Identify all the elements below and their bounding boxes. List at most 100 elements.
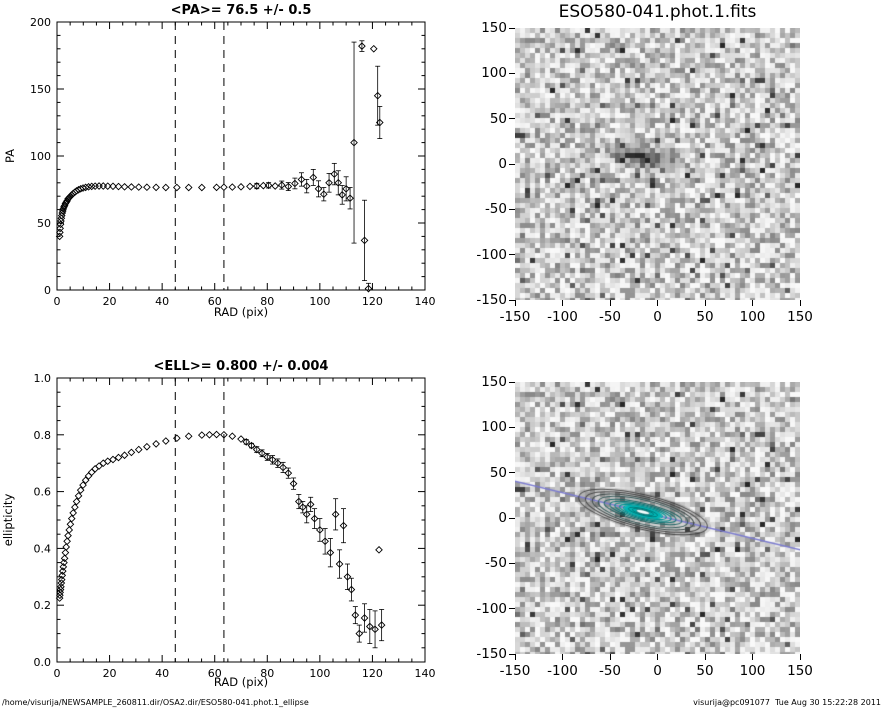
data-point-diamond xyxy=(152,440,160,448)
data-point-diamond xyxy=(264,181,273,190)
data-point-diamond xyxy=(228,432,237,441)
fits-image-title: ESO580-041.phot.1.fits xyxy=(558,2,757,22)
data-point-diamond xyxy=(271,182,280,190)
data-point-diamond xyxy=(302,510,311,519)
axis-tick xyxy=(514,654,516,660)
fits-image-x-tick-label: 100 xyxy=(739,309,766,325)
model-image-x-tick-label: 0 xyxy=(653,663,662,679)
fits-image-x-tick-label: -50 xyxy=(598,309,622,325)
svg-text:0.4: 0.4 xyxy=(34,542,52,555)
fit-range-markers xyxy=(174,378,225,662)
model-image-x-tick-label: -150 xyxy=(499,663,531,679)
svg-text:150: 150 xyxy=(30,83,51,96)
data-point-diamond xyxy=(377,621,386,629)
data-point-diamond xyxy=(60,558,68,567)
axes-frame xyxy=(56,21,426,291)
model-image-x-tick-label: 100 xyxy=(739,663,766,679)
data-series xyxy=(55,40,384,293)
fits-image-x-tick-label: 50 xyxy=(696,309,714,325)
data-point-diamond xyxy=(74,492,83,500)
model-image-y-tick-label: 100 xyxy=(481,419,507,436)
svg-text:0: 0 xyxy=(54,295,61,308)
data-point-diamond xyxy=(314,184,323,193)
data-point-diamond xyxy=(59,563,68,571)
data-point-diamond xyxy=(263,453,272,461)
data-point-diamond xyxy=(81,476,90,485)
data-point-diamond xyxy=(152,183,160,192)
plot-text: <PA>= 76.5 +/- 0.5 RAD (pix) PA xyxy=(3,3,311,319)
fits-image-y-tick-label: 150 xyxy=(481,20,507,36)
data-point-diamond xyxy=(109,455,117,464)
data-point-diamond xyxy=(55,232,64,241)
data-point-diamond xyxy=(197,183,206,192)
axis-tick xyxy=(509,608,515,610)
data-point-diamond xyxy=(294,497,303,506)
data-point-diamond xyxy=(58,567,67,575)
model-image-x-tick-label: 50 xyxy=(696,663,714,679)
axis-tick xyxy=(752,300,753,306)
fit-range-markers xyxy=(174,22,225,290)
plot-title: <ELL>= 0.800 +/- 0.004 xyxy=(154,359,329,374)
axis-tick xyxy=(509,163,515,165)
data-point-diamond xyxy=(358,42,366,50)
axis-ticks xyxy=(56,377,426,663)
data-point-diamond xyxy=(347,585,356,594)
svg-text:80: 80 xyxy=(260,667,274,680)
data-point-diamond xyxy=(56,220,65,229)
svg-text:140: 140 xyxy=(415,667,436,680)
svg-text:20: 20 xyxy=(103,295,117,308)
data-point-diamond xyxy=(173,183,181,192)
data-point-diamond xyxy=(64,531,72,540)
ellipticity-vs-radius-plot: 0 20 40 60 80 100 120 1400.00.20.40.60.81.0<ELL… xyxy=(1,359,436,689)
data-point-diamond xyxy=(127,448,136,457)
fits-image-x-tick-label: -150 xyxy=(499,309,531,325)
data-point-diamond xyxy=(76,486,85,495)
data-point-diamond xyxy=(228,183,237,191)
data-point-diamond xyxy=(325,178,333,187)
data-point-diamond xyxy=(212,183,221,192)
x-axis-label: RAD (pix) xyxy=(214,305,268,319)
data-point-diamond xyxy=(252,445,261,454)
axis-tick xyxy=(704,300,706,306)
data-point-diamond xyxy=(284,182,293,191)
data-point-diamond xyxy=(84,182,93,191)
data-point-diamond xyxy=(114,453,123,462)
axis-tick xyxy=(799,654,801,660)
data-point-diamond xyxy=(364,284,373,293)
axis-tick xyxy=(799,300,801,306)
svg-text:0.8: 0.8 xyxy=(34,429,52,442)
axis-tick xyxy=(509,562,515,564)
data-point-diamond xyxy=(65,526,74,534)
data-point-diamond xyxy=(375,545,383,554)
axis-tick xyxy=(509,472,515,474)
svg-text:100: 100 xyxy=(30,150,51,163)
data-point-diamond xyxy=(212,430,221,439)
model-image-y-tick-label: -100 xyxy=(476,600,507,617)
data-point-diamond xyxy=(205,430,214,439)
axis-ticks xyxy=(56,21,426,291)
data-point-diamond xyxy=(316,526,324,534)
axis-tick xyxy=(657,654,658,660)
model-image-x-tick-label: -50 xyxy=(598,663,622,679)
data-point-diamond xyxy=(331,510,340,519)
data-point-diamond xyxy=(242,438,251,446)
axis-tick xyxy=(562,654,563,660)
axis-tick xyxy=(509,517,515,519)
svg-text:0.0: 0.0 xyxy=(34,656,52,669)
axis-tick xyxy=(752,654,753,660)
data-point-diamond xyxy=(369,44,378,53)
model-image-y-tick-label: -50 xyxy=(484,555,507,572)
data-point-diamond xyxy=(302,182,311,190)
axis-tick xyxy=(509,299,515,301)
data-point-diamond xyxy=(120,451,129,460)
data-point-diamond xyxy=(350,138,358,147)
svg-text:100: 100 xyxy=(309,295,330,308)
data-point-diamond xyxy=(58,571,67,580)
data-point-diamond xyxy=(61,548,70,557)
fits-image-y-tick-label: -100 xyxy=(476,246,507,263)
data-point-diamond xyxy=(306,500,315,509)
data-point-diamond xyxy=(335,560,344,568)
model-image-y-tick-label: -150 xyxy=(476,646,507,662)
model-image-y-tick-label: 0 xyxy=(498,510,507,526)
user-host-timestamp: visurija@pc091077 Tue Aug 30 15:22:28 20… xyxy=(693,698,881,707)
